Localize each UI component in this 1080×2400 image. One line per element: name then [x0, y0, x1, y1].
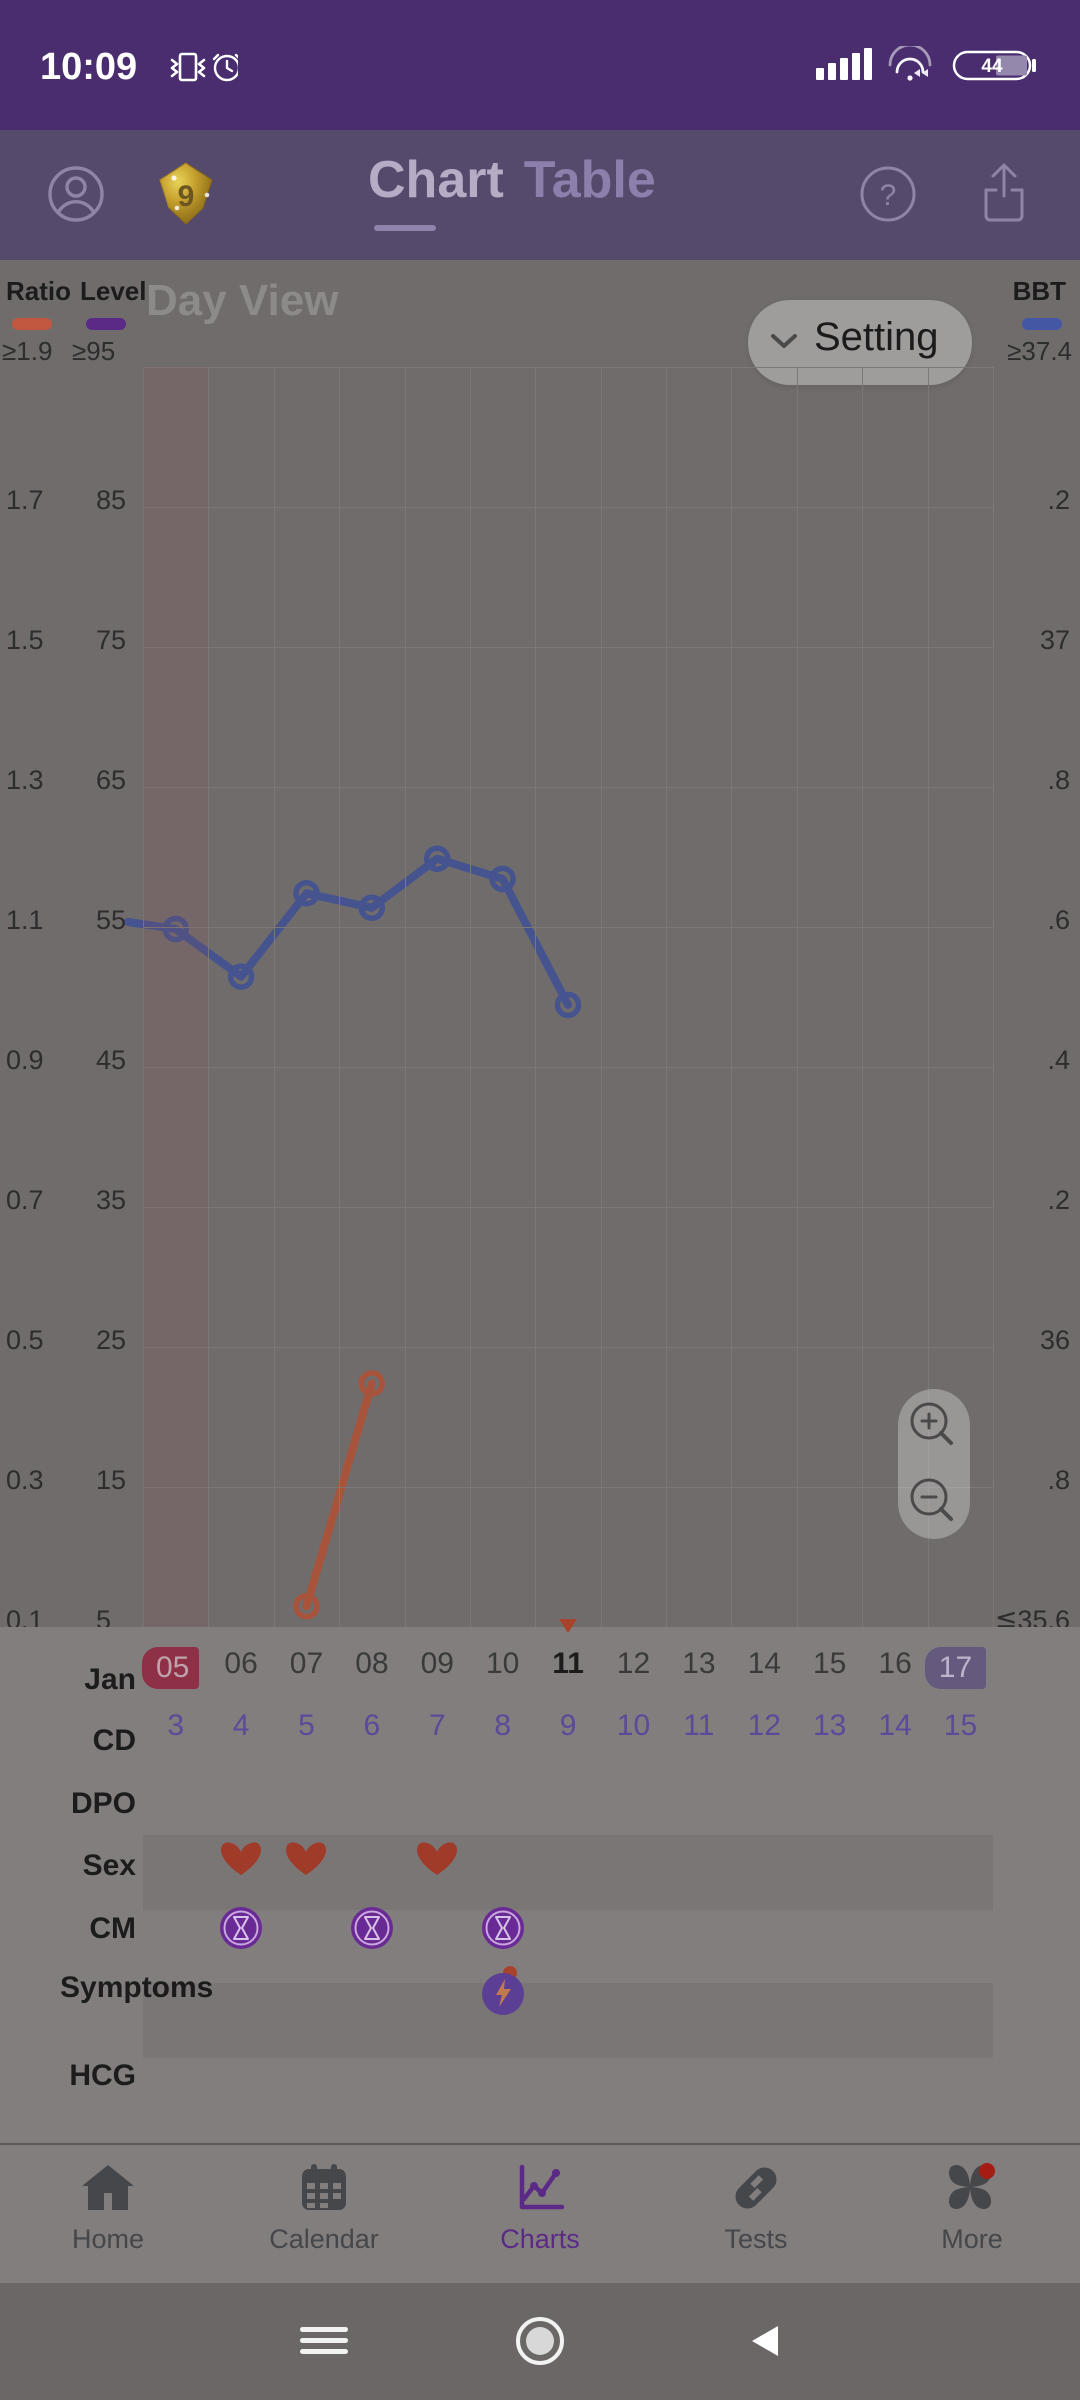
svg-text:?: ?: [880, 179, 897, 212]
svg-text:44: 44: [981, 56, 1003, 77]
svg-text:9: 9: [178, 180, 195, 213]
